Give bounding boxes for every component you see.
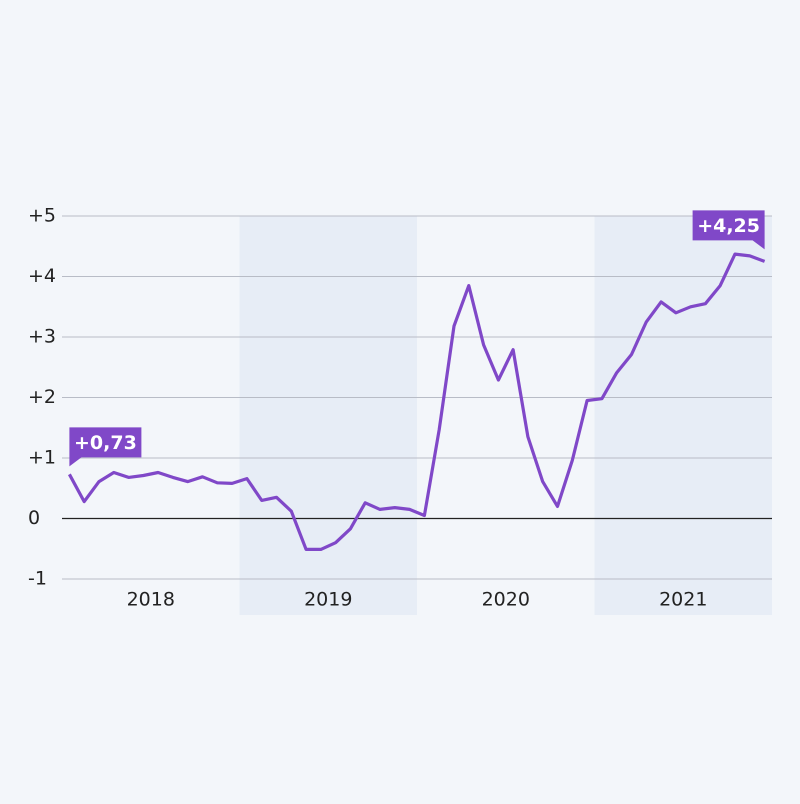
y-tick-label: 0 bbox=[28, 507, 40, 529]
x-band-label: 2021 bbox=[659, 589, 707, 611]
x-band-label: 2019 bbox=[304, 589, 352, 611]
y-tick-label: +2 bbox=[28, 386, 56, 408]
y-tick-label: +3 bbox=[28, 326, 56, 348]
y-tick-label: +4 bbox=[28, 265, 56, 287]
x-band-label: 2018 bbox=[127, 589, 175, 611]
callout-box bbox=[69, 427, 142, 467]
value-label: +4,25 bbox=[697, 215, 760, 237]
year-band bbox=[239, 216, 417, 615]
year-band bbox=[594, 216, 772, 615]
data-line bbox=[67, 252, 766, 551]
y-tick-label: +1 bbox=[28, 447, 56, 469]
callout-box bbox=[692, 210, 765, 250]
y-tick-label: -1 bbox=[28, 568, 47, 590]
x-band-label: 2020 bbox=[482, 589, 530, 611]
value-label: +0,73 bbox=[74, 432, 137, 454]
y-tick-label: +5 bbox=[28, 205, 56, 227]
